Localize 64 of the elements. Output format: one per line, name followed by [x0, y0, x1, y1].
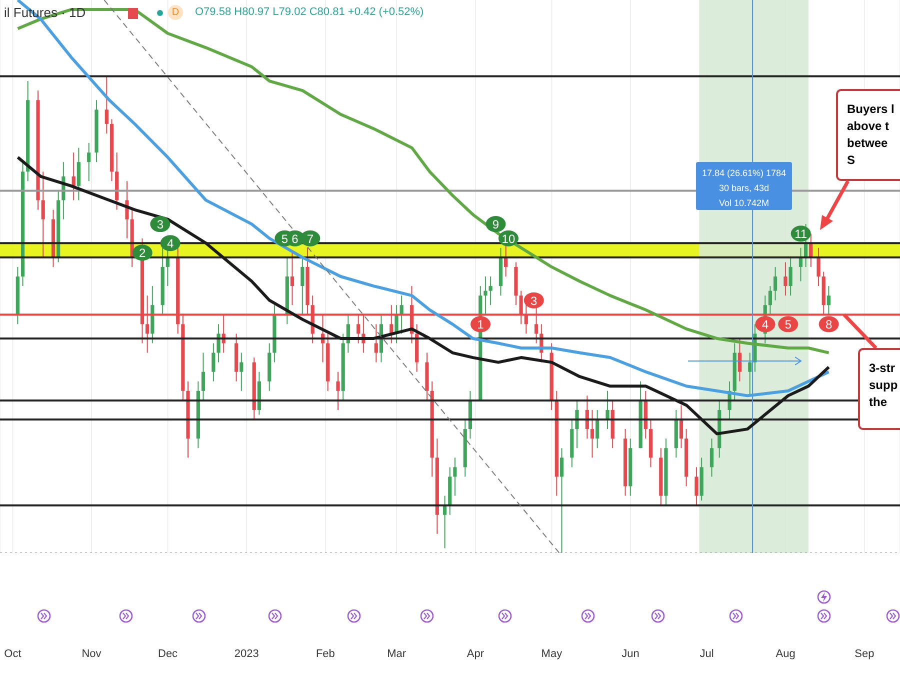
candlestick: [590, 409, 594, 458]
candlestick: [488, 276, 492, 306]
annotation: 1: [477, 318, 484, 332]
candlestick: [560, 448, 564, 553]
x-tick-label: Mar: [387, 648, 406, 660]
x-tick-label: Nov: [82, 648, 102, 660]
annotation: 9: [492, 218, 500, 232]
candlestick: [788, 256, 792, 296]
candlestick: [826, 286, 830, 316]
candlestick: [679, 404, 684, 449]
x-tick-label: Dec: [158, 648, 178, 660]
candlestick: [606, 390, 610, 430]
candlestick: [201, 352, 206, 401]
x-tick-label: Feb: [316, 648, 335, 660]
candlestick: [738, 338, 742, 382]
candlestick: [290, 252, 294, 306]
candlestick: [484, 276, 488, 316]
candlestick: [710, 438, 714, 478]
candlestick: [104, 76, 108, 134]
candlestick: [773, 266, 778, 301]
annotation: 4: [166, 236, 174, 251]
x-tick-label: Jun: [622, 648, 640, 660]
annotation: 8: [825, 318, 832, 332]
x-tick-label: Jul: [700, 648, 714, 660]
x-tick-label: May: [541, 648, 563, 660]
annotation: 5: [784, 318, 792, 332]
x-tick-label: Apr: [466, 648, 484, 660]
annotation: 11: [794, 227, 808, 242]
candlestick: [87, 142, 91, 182]
candlestick: [784, 262, 788, 296]
chart-subtitle: O79.58 H80.97 L79.02 C80.81 +0.42 (+0.52%): [195, 6, 424, 18]
candlestick: [125, 180, 129, 239]
annotation: 6: [292, 232, 299, 246]
candlestick: [694, 466, 698, 506]
annotation: 4: [762, 318, 769, 332]
annotation: Buyers l above t betwee S: [847, 101, 894, 169]
candlestick: [575, 400, 579, 449]
candlestick: [768, 286, 772, 316]
annotation: 7: [306, 232, 314, 246]
candlestick: [240, 352, 244, 392]
annotation: 3-str supp the: [869, 360, 898, 411]
annotation: 2: [139, 246, 146, 260]
text: D: [168, 5, 183, 20]
candlestick: [76, 147, 80, 201]
x-tick-label: Aug: [776, 648, 796, 660]
candlestick: [748, 352, 752, 396]
candlestick: [300, 256, 304, 316]
candlestick: [72, 152, 76, 201]
candlestick: [374, 324, 378, 363]
candlestick: [216, 324, 220, 363]
annotation: 3: [530, 294, 538, 308]
x-tick-label: Sep: [854, 648, 874, 660]
annotation: 5: [281, 232, 288, 246]
candlestick: [336, 371, 340, 410]
annotation: 3: [156, 218, 164, 232]
candlestick: [816, 247, 820, 287]
x-tick-label: Oct: [4, 648, 22, 660]
candlestick: [596, 409, 600, 449]
annotation: 17.84 (26.61%) 1784 30 bars, 43d Vol 10.742M: [700, 167, 788, 210]
candlestick: [41, 171, 45, 258]
candlestick: [212, 342, 216, 382]
candlestick: [453, 457, 457, 496]
x-tick-label: 2023: [234, 648, 259, 660]
annotation: 10: [502, 232, 516, 246]
